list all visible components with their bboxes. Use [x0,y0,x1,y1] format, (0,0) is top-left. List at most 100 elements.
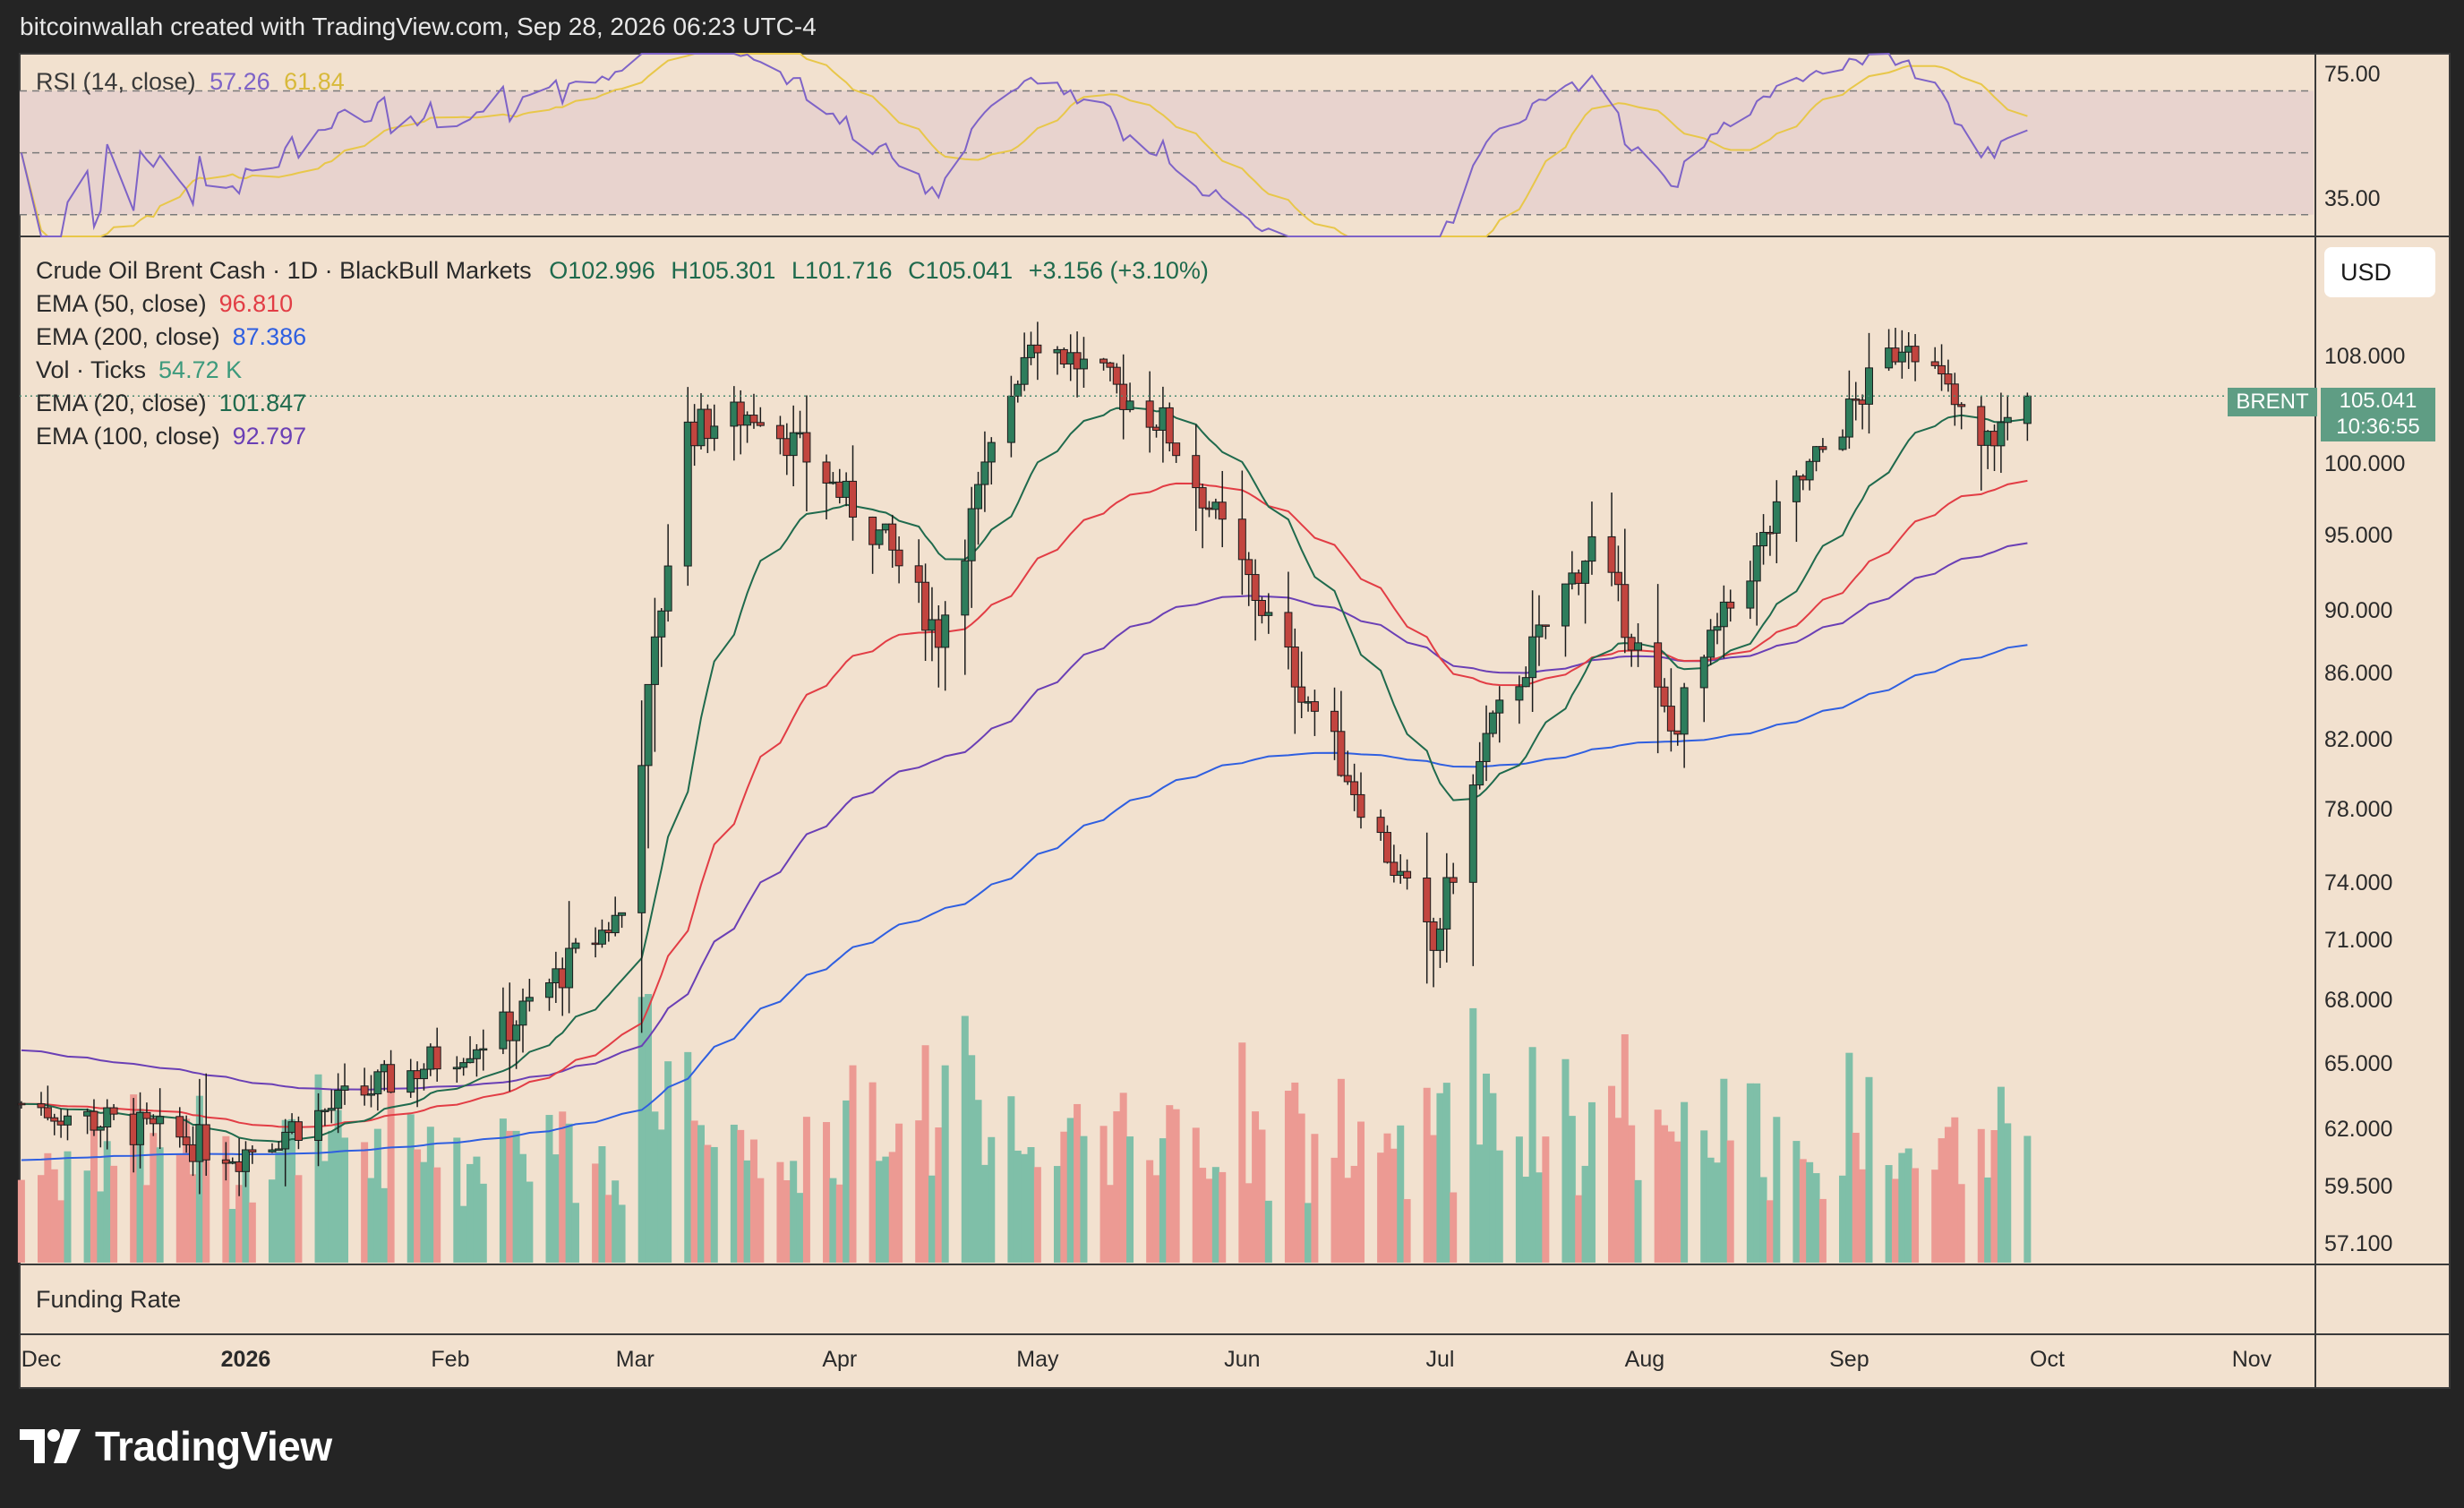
symbol-price-tag: BRENT [2228,388,2317,416]
candle [749,393,758,429]
candle-body [1106,362,1115,368]
candle [1864,332,1873,434]
candle-body [1482,733,1491,762]
candle-body [1634,642,1643,651]
candle-body [1390,861,1399,877]
candle [1746,561,1755,620]
candle [565,901,574,1014]
candle-body [961,560,970,616]
time-axis-tick: Dec [21,1347,62,1372]
candle-body [221,1159,230,1164]
volume-bar [1152,1175,1160,1263]
volume-bar [1489,1092,1497,1263]
candle-body [37,1103,46,1109]
candle-body [828,481,837,484]
candle-body [697,408,706,447]
candle [1264,593,1273,634]
header-credit: bitcoinwallah created with TradingView.c… [20,13,817,40]
candle-body [1125,400,1134,410]
legend-ema100-label: EMA (100, close) [36,423,220,450]
volume-bar [1007,1096,1015,1263]
candle-body [1852,398,1861,401]
volume-bar [1621,1034,1629,1263]
candle-body [1627,637,1636,651]
volume-bar [1264,1200,1272,1263]
volume-bar [829,1178,837,1263]
candle [50,1113,59,1135]
candle [637,700,646,1033]
candle [710,404,719,451]
candle [182,1115,191,1153]
candle [789,405,798,487]
candle-body [314,1110,323,1141]
volume-bar [888,1152,896,1263]
volume-bar [1707,1157,1715,1263]
candle-body [43,1107,52,1118]
candle-body [703,408,712,440]
price-axis-tick: 71.000 [2324,928,2393,954]
candle-body [274,1148,283,1151]
volume-bar [684,1051,692,1263]
legend-ema200-label: EMA (200, close) [36,323,220,350]
legend-open: O102.996 [549,257,655,284]
candle [1099,357,1108,371]
price-axis-tick: 90.000 [2324,597,2393,623]
volume-bar [414,1149,422,1263]
candle-body [1897,351,1906,363]
volume-bar [592,1163,600,1263]
candle [1719,585,1728,659]
candle [888,514,897,568]
candle [756,407,765,427]
legend-ema50-value: 96.810 [218,290,294,317]
candle-body [241,1149,250,1172]
candle-body [1382,832,1391,863]
candle-body [1211,501,1220,510]
candle-body [1172,442,1181,457]
candle-body [1079,358,1088,370]
volume-bar [1337,1078,1345,1263]
volume-bar [710,1146,718,1263]
time-axis-tick: Aug [1624,1347,1665,1372]
candle-body [109,1107,118,1115]
volume-bar [228,1209,236,1263]
tradingview-logo[interactable]: TradingView [20,1422,332,1470]
volume-bar [2004,1123,2012,1263]
candle [1165,402,1174,452]
candle-body [175,1116,184,1138]
candle-body [1673,730,1682,735]
legend-close: C105.041 [908,257,1014,284]
candle-body [637,765,646,913]
volume-bar [17,1179,25,1263]
candle-body [380,1064,389,1073]
volume-bar [928,1175,936,1263]
volume-bar [749,1139,757,1263]
candle-body [2003,416,2012,424]
legend-ema100: EMA (100, close) 92.797 [36,423,306,450]
candle-body [1587,536,1596,562]
candle [1528,590,1537,713]
candle-body [842,480,851,498]
volume-bar [381,1187,389,1263]
volume-bar [571,1203,579,1263]
candle-body [512,1024,521,1041]
candle-body [1528,636,1537,679]
volume-bar [1542,1136,1550,1263]
candle [644,683,653,849]
candle [156,1088,165,1150]
candle-body [1772,501,1781,534]
volume-bar [387,1074,395,1263]
volume-bar [743,1160,751,1263]
candle [327,1089,336,1124]
candle-body [432,1046,441,1070]
candle-body [644,683,653,767]
candle-body [1290,647,1299,688]
volume-bar [657,1129,665,1263]
currency-button[interactable]: USD [2324,247,2435,297]
volume-bar [83,1170,91,1263]
candle-body [1541,624,1550,627]
volume-bar [235,1185,244,1263]
volume-bar [1211,1167,1219,1263]
candle [268,1143,277,1153]
candle [1350,763,1359,811]
